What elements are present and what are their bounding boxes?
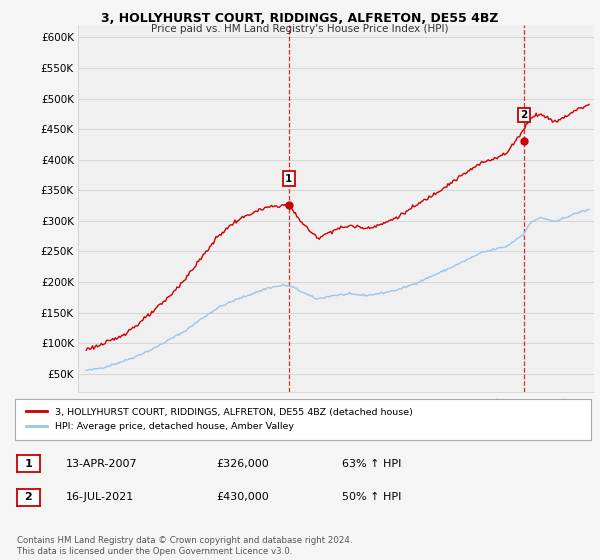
Text: £326,000: £326,000 <box>216 459 269 469</box>
Text: Contains HM Land Registry data © Crown copyright and database right 2024.
This d: Contains HM Land Registry data © Crown c… <box>17 536 352 556</box>
Text: 2: 2 <box>25 492 32 502</box>
Text: Price paid vs. HM Land Registry's House Price Index (HPI): Price paid vs. HM Land Registry's House … <box>151 24 449 34</box>
Text: 13-APR-2007: 13-APR-2007 <box>66 459 137 469</box>
Text: 16-JUL-2021: 16-JUL-2021 <box>66 492 134 502</box>
Text: 2: 2 <box>520 110 527 120</box>
Text: 1: 1 <box>25 459 32 469</box>
Text: 63% ↑ HPI: 63% ↑ HPI <box>342 459 401 469</box>
Text: 50% ↑ HPI: 50% ↑ HPI <box>342 492 401 502</box>
Text: £430,000: £430,000 <box>216 492 269 502</box>
Legend: 3, HOLLYHURST COURT, RIDDINGS, ALFRETON, DE55 4BZ (detached house), HPI: Average: 3, HOLLYHURST COURT, RIDDINGS, ALFRETON,… <box>23 404 416 435</box>
Text: 1: 1 <box>285 174 292 184</box>
Text: 3, HOLLYHURST COURT, RIDDINGS, ALFRETON, DE55 4BZ: 3, HOLLYHURST COURT, RIDDINGS, ALFRETON,… <box>101 12 499 25</box>
